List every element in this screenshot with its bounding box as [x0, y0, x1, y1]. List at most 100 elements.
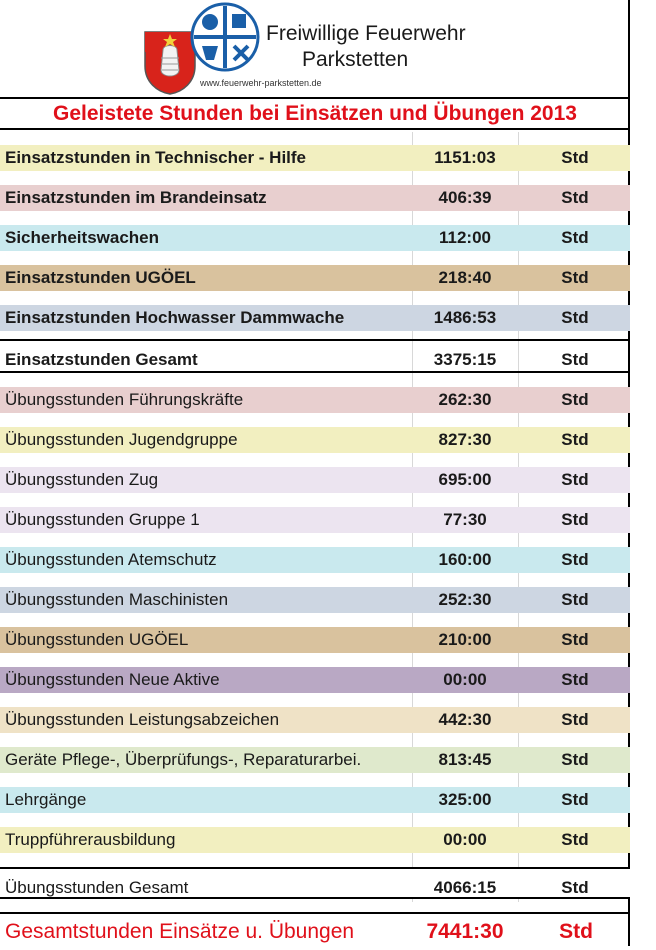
grand-total-unit: Std — [559, 920, 593, 943]
uebung-total-row: Übungsstunden Gesamt 4066:15 Std — [0, 867, 630, 899]
row-hours-value: 695:00 — [438, 470, 492, 489]
row-highlight — [0, 627, 630, 653]
row-highlight — [0, 667, 630, 693]
row-label: Übungsstunden Leistungsabzeichen — [5, 710, 280, 729]
row-label: Sicherheitswachen — [5, 228, 160, 247]
uebung-row: Übungsstunden Neue Aktive 00:00 Std — [0, 661, 630, 701]
uebung-row: Übungsstunden Maschinisten 252:30 Std — [0, 581, 630, 621]
row-label: Einsatzstunden im Brandeinsatz — [5, 188, 267, 207]
row-highlight — [0, 507, 630, 533]
row-highlight — [0, 305, 630, 331]
grand-total-row: Gesamtstunden Einsätze u. Übungen 7441:3… — [0, 912, 630, 946]
uebung-row: Übungsstunden Jugendgruppe 827:30 Std — [0, 421, 630, 461]
uebung-row: Übungsstunden Zug 695:00 Std — [0, 461, 630, 501]
einsatz-row: Einsatzstunden im Brandeinsatz 406:39 Std — [0, 179, 630, 219]
row-highlight — [0, 427, 630, 453]
einsatz-row: Einsatzstunden UGÖEL 218:40 Std — [0, 259, 630, 299]
row-label: Truppführerausbildung — [5, 830, 176, 849]
row-unit: Std — [561, 148, 589, 167]
row-hours-value: 00:00 — [443, 670, 487, 689]
uebung-row: Übungsstunden Führungskräfte 262:30 Std — [0, 381, 630, 421]
row-highlight — [0, 787, 630, 813]
row-hours-value: 442:30 — [438, 710, 492, 729]
row-unit: Std — [561, 710, 589, 729]
row-highlight — [0, 547, 630, 573]
uebung-row: Übungsstunden Leistungsabzeichen 442:30 St… — [0, 701, 630, 741]
row-unit: Std — [561, 228, 589, 247]
row-hours-value: 1151:03 — [434, 148, 496, 167]
grand-total-value: 7441:30 — [426, 920, 504, 943]
org-website[interactable]: www.feuerwehr-parkstetten.de — [200, 78, 322, 88]
row-highlight — [0, 467, 630, 493]
header: Freiwillige Feuerwehr Parkstetten www.fe… — [0, 0, 630, 98]
row-unit: Std — [561, 390, 589, 409]
report-sheet: Freiwillige Feuerwehr Parkstetten www.fe… — [0, 0, 630, 946]
row-label: Übungsstunden Jugendgruppe — [5, 430, 238, 449]
row-label: Übungsstunden Gesamt — [5, 878, 189, 897]
uebung-row: Truppführerausbildung 00:00 Std — [0, 821, 630, 861]
org-name-line1: Freiwillige Feuerwehr — [266, 22, 466, 45]
uebung-row: Übungsstunden UGÖEL 210:00 Std — [0, 621, 630, 661]
row-label: Übungsstunden Führungskräfte — [5, 390, 244, 409]
row-label: Einsatzstunden in Technischer - Hilfe — [5, 148, 307, 167]
row-hours-value: 813:45 — [438, 750, 492, 769]
row-label: Einsatzstunden Gesamt — [5, 350, 198, 369]
row-hours-value: 325:00 — [438, 790, 492, 809]
row-label: Lehrgänge — [5, 790, 87, 809]
row-label: Einsatzstunden Hochwasser Dammwache — [5, 308, 345, 327]
row-hours-value: 210:00 — [438, 630, 492, 649]
row-label: Übungsstunden Maschinisten — [5, 590, 229, 609]
row-unit: Std — [561, 830, 589, 849]
row-unit: Std — [561, 470, 589, 489]
row-label: Übungsstunden Gruppe 1 — [5, 510, 200, 529]
row-label: Übungsstunden Zug — [5, 470, 159, 489]
uebung-row: Lehrgänge 325:00 Std — [0, 781, 630, 821]
row-unit: Std — [561, 510, 589, 529]
row-hours-value: 112:00 — [439, 228, 491, 247]
row-highlight — [0, 587, 630, 613]
row-highlight — [0, 145, 630, 171]
row-highlight — [0, 185, 630, 211]
row-unit: Std — [561, 550, 589, 569]
row-hours-value: 1486:53 — [433, 308, 497, 327]
row-label: Übungsstunden Neue Aktive — [5, 670, 220, 689]
row-highlight — [0, 265, 630, 291]
row-hours-value: 77:30 — [443, 510, 487, 529]
report-title: Geleistete Stunden bei Einsätzen und Übu… — [0, 97, 630, 130]
coat-of-arms-icon — [144, 31, 196, 95]
fire-brigade-emblem-icon — [190, 2, 260, 72]
einsatz-row: Einsatzstunden in Technischer - Hilfe 115… — [0, 139, 630, 179]
grand-total-label: Gesamtstunden Einsätze u. Übungen — [5, 920, 355, 943]
uebung-row: Geräte Pflege-, Überprüfungs-, Reparatur… — [0, 741, 630, 781]
row-label: Übungsstunden UGÖEL — [5, 630, 189, 649]
row-unit: Std — [561, 790, 589, 809]
row-hours-value: 160:00 — [438, 550, 492, 569]
row-hours-value: 262:30 — [438, 390, 492, 409]
row-unit: Std — [561, 630, 589, 649]
row-unit: Std — [561, 590, 589, 609]
einsatz-row: Einsatzstunden Hochwasser Dammwache 1486:… — [0, 299, 630, 339]
row-highlight — [0, 747, 630, 773]
row-label: Übungsstunden Atemschutz — [5, 550, 217, 569]
row-unit: Std — [561, 878, 589, 897]
row-unit: Std — [561, 350, 589, 369]
row-unit: Std — [561, 670, 589, 689]
uebung-row: Übungsstunden Gruppe 1 77:30 Std — [0, 501, 630, 541]
einsatz-total-row: Einsatzstunden Gesamt 3375:15 Std — [0, 339, 630, 373]
row-unit: Std — [561, 430, 589, 449]
row-hours-value: 00:00 — [443, 830, 487, 849]
row-highlight — [0, 707, 630, 733]
uebung-row: Übungsstunden Atemschutz 160:00 Std — [0, 541, 630, 581]
row-hours-value: 4066:15 — [433, 878, 497, 897]
row-hours-value: 3375:15 — [433, 350, 497, 369]
row-unit: Std — [561, 268, 589, 287]
row-hours-value: 252:30 — [438, 590, 492, 609]
row-hours-value: 218:40 — [438, 268, 492, 287]
row-label: Einsatzstunden UGÖEL — [5, 268, 196, 287]
row-unit: Std — [561, 308, 589, 327]
row-unit: Std — [561, 188, 589, 207]
row-hours-value: 406:39 — [438, 188, 492, 207]
row-highlight — [0, 387, 630, 413]
einsatz-row: Sicherheitswachen 112:00 Std — [0, 219, 630, 259]
row-highlight — [0, 225, 630, 251]
